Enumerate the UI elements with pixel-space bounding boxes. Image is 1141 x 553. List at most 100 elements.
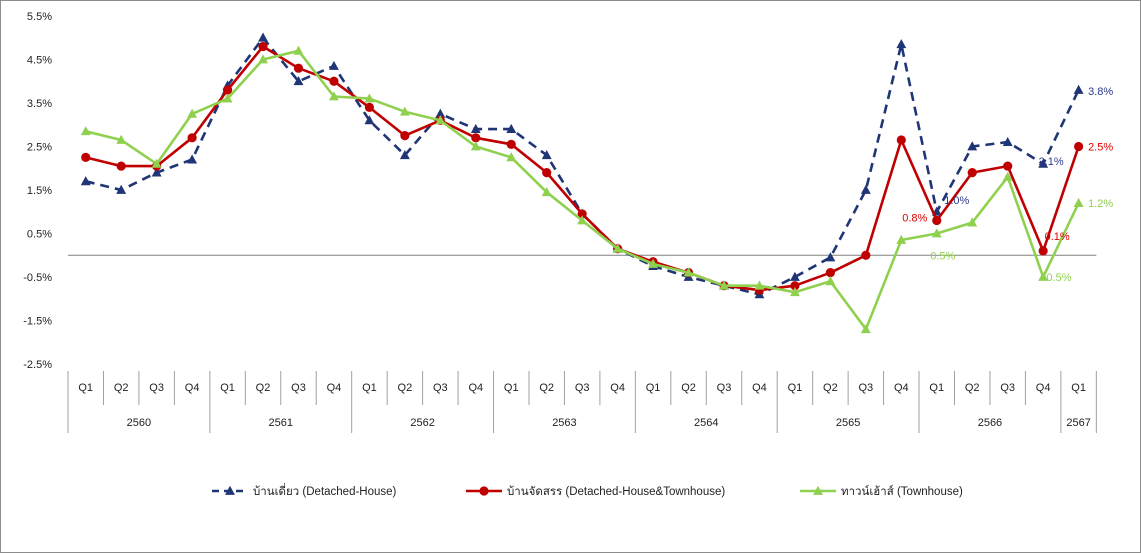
legend-item-3: ทาวน์เฮ้าส์ (Townhouse): [800, 484, 963, 498]
data-label: 2.1%: [1039, 156, 1064, 168]
series-3: [80, 45, 1084, 334]
data-point: [896, 234, 907, 244]
year-label: 2567: [1066, 417, 1090, 429]
x-tick-label: Q4: [752, 382, 767, 394]
x-tick-label: Q2: [398, 382, 413, 394]
legend-label: ทาวน์เฮ้าส์ (Townhouse): [841, 484, 963, 498]
data-label: 1.0%: [944, 195, 969, 207]
x-tick-label: Q3: [291, 382, 306, 394]
x-tick-label: Q1: [788, 382, 803, 394]
data-point: [754, 280, 765, 290]
year-label: 2566: [978, 417, 1002, 429]
data-point: [116, 161, 126, 171]
data-point: [1002, 171, 1013, 181]
data-point: [967, 141, 978, 151]
x-tick-label: Q2: [256, 382, 271, 394]
y-tick-label: -1.5%: [23, 316, 52, 328]
data-point: [1003, 161, 1013, 171]
x-tick-label: Q3: [717, 382, 732, 394]
data-label: 0.5%: [930, 251, 955, 263]
data-point: [435, 115, 446, 125]
data-point: [222, 93, 233, 103]
data-point: [329, 91, 339, 101]
data-point: [151, 158, 162, 168]
data-point: [364, 93, 375, 103]
data-point: [151, 167, 162, 177]
legend-marker: [225, 485, 235, 495]
x-tick-label: Q2: [681, 382, 696, 394]
data-point: [187, 133, 197, 143]
x-tick-label: Q4: [894, 382, 909, 394]
x-axis: Q1 Q2 Q3 Q4 Q1 Q2 Q3 Q4 Q1 Q2 Q3 Q4 Q1 Q2 Q3 Q4 Q1 Q2 Q3 Q4…: [67, 254, 1097, 433]
data-point: [329, 60, 339, 70]
data-point: [470, 141, 481, 151]
y-tick-label: 2.5%: [27, 142, 52, 154]
legend-marker: [813, 485, 823, 495]
data-point: [719, 280, 729, 290]
data-point: [860, 324, 871, 334]
data-point: [222, 85, 233, 95]
data-point: [80, 126, 91, 136]
year-label: 2562: [410, 417, 434, 429]
data-point: [293, 76, 304, 86]
x-tick-label: Q3: [859, 382, 874, 394]
data-point: [967, 217, 978, 227]
data-point: [1002, 136, 1013, 147]
data-point: [187, 108, 198, 118]
data-point: [258, 54, 268, 64]
data-point: [1038, 246, 1048, 256]
data-point: [293, 45, 304, 55]
data-point: [116, 184, 127, 194]
y-tick-label: 0.5%: [27, 229, 52, 241]
data-point: [116, 134, 127, 144]
data-point: [790, 281, 800, 291]
data-point: [187, 154, 198, 164]
data-point: [81, 152, 91, 162]
x-tick-label: Q2: [539, 382, 554, 394]
data-label: -0.5%: [1043, 272, 1072, 284]
data-point: [471, 133, 481, 143]
x-tick-label: Q4: [185, 382, 200, 394]
data-label: 1.2%: [1088, 198, 1113, 210]
year-label: 2563: [552, 417, 576, 429]
data-point: [967, 168, 977, 178]
data-point: [364, 115, 375, 125]
x-tick-label: Q4: [1036, 382, 1051, 394]
data-point: [541, 186, 552, 197]
data-point: [470, 123, 481, 133]
series-line: [85, 49, 1080, 331]
data-point: [789, 271, 800, 281]
data-point: [506, 123, 517, 133]
y-axis: 5.5% 4.5% 3.5% 2.5% 1.5% 0.5% -0.5% -1.5% -2.5%: [23, 11, 52, 371]
x-tick-label: Q3: [1000, 382, 1015, 394]
year-label: 2565: [836, 417, 860, 429]
data-point: [896, 135, 906, 145]
x-tick-label: Q3: [575, 382, 590, 394]
x-tick-label: Q2: [114, 382, 129, 394]
data-point: [896, 39, 907, 49]
data-point: [542, 168, 552, 178]
data-label: 2.5%: [1088, 142, 1113, 154]
legend-marker: [479, 486, 489, 496]
data-point: [1073, 84, 1084, 94]
data-point: [364, 102, 375, 112]
y-tick-label: 5.5%: [27, 11, 52, 23]
data-point: [861, 250, 871, 260]
x-tick-label: Q4: [327, 382, 342, 394]
y-tick-label: 1.5%: [27, 185, 52, 197]
data-point: [435, 108, 446, 118]
x-tick-label: Q3: [433, 382, 448, 394]
x-tick-label: Q4: [610, 382, 625, 394]
data-point: [506, 152, 517, 162]
data-label: 3.8%: [1088, 86, 1113, 98]
data-point: [1073, 197, 1084, 207]
data-point: [860, 184, 871, 194]
data-point: [683, 267, 694, 277]
data-point: [80, 176, 91, 186]
y-tick-label: -0.5%: [23, 272, 52, 284]
data-point: [399, 150, 410, 160]
data-point: [293, 63, 304, 73]
data-point: [825, 252, 836, 262]
